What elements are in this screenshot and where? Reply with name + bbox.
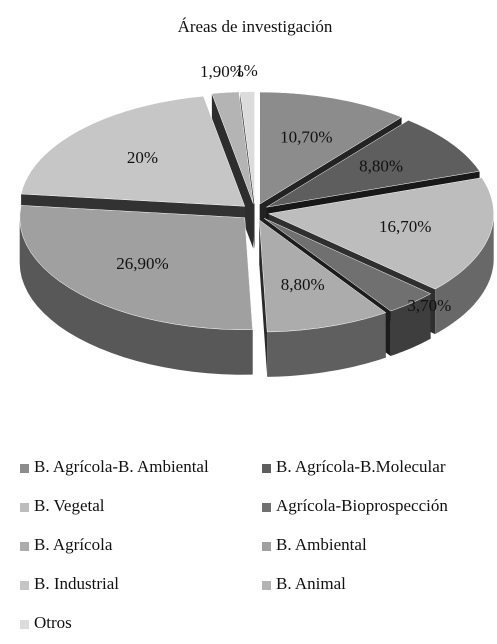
legend-label: Agrícola-Bioprospección (276, 496, 448, 515)
data-label: 16,70% (379, 217, 431, 236)
slice (264, 218, 432, 312)
legend-swatch (262, 464, 271, 473)
legend-label: B. Agrícola (34, 535, 113, 554)
slice (259, 219, 387, 333)
slice (19, 205, 253, 375)
legend-label: B. Animal (276, 574, 346, 593)
legend-swatch (20, 581, 29, 590)
legend-swatch (262, 542, 271, 551)
slice (266, 120, 481, 208)
legend-swatch (20, 620, 29, 629)
slice-side (435, 213, 494, 335)
chart-title: Áreas de investigación (178, 17, 333, 36)
legend-label: B. Ambiental (276, 535, 367, 554)
slice (19, 205, 253, 330)
data-label: 20% (127, 148, 158, 167)
legend-swatch (20, 542, 29, 551)
legend-label: B. Industrial (34, 574, 119, 593)
data-label: 26,90% (116, 254, 168, 273)
legend-label: B. Agrícola-B.Molecular (276, 457, 446, 476)
slice (259, 91, 403, 205)
legend-swatch (262, 503, 271, 512)
legend-label: B. Vegetal (34, 496, 105, 515)
data-label: 8,80% (359, 156, 403, 175)
slice-side (390, 293, 431, 356)
slice-side (267, 312, 386, 377)
legend-swatch (20, 503, 29, 512)
data-label: 8,80% (281, 275, 325, 294)
slice (239, 91, 255, 204)
slice (267, 177, 494, 290)
data-label: 10,70% (280, 128, 332, 147)
data-label: 3,70% (407, 296, 451, 315)
slice (20, 95, 246, 207)
data-label: 1% (235, 61, 258, 80)
slice-wall (259, 219, 268, 377)
data-label: 1,90% (200, 62, 244, 81)
legend-label: B. Agrícola-B. Ambiental (34, 457, 209, 476)
legend-swatch (20, 464, 29, 473)
slice (259, 219, 387, 377)
slice-side (19, 217, 253, 375)
slice (211, 91, 254, 204)
legend-label: Otros (34, 613, 72, 632)
legend-swatch (262, 581, 271, 590)
